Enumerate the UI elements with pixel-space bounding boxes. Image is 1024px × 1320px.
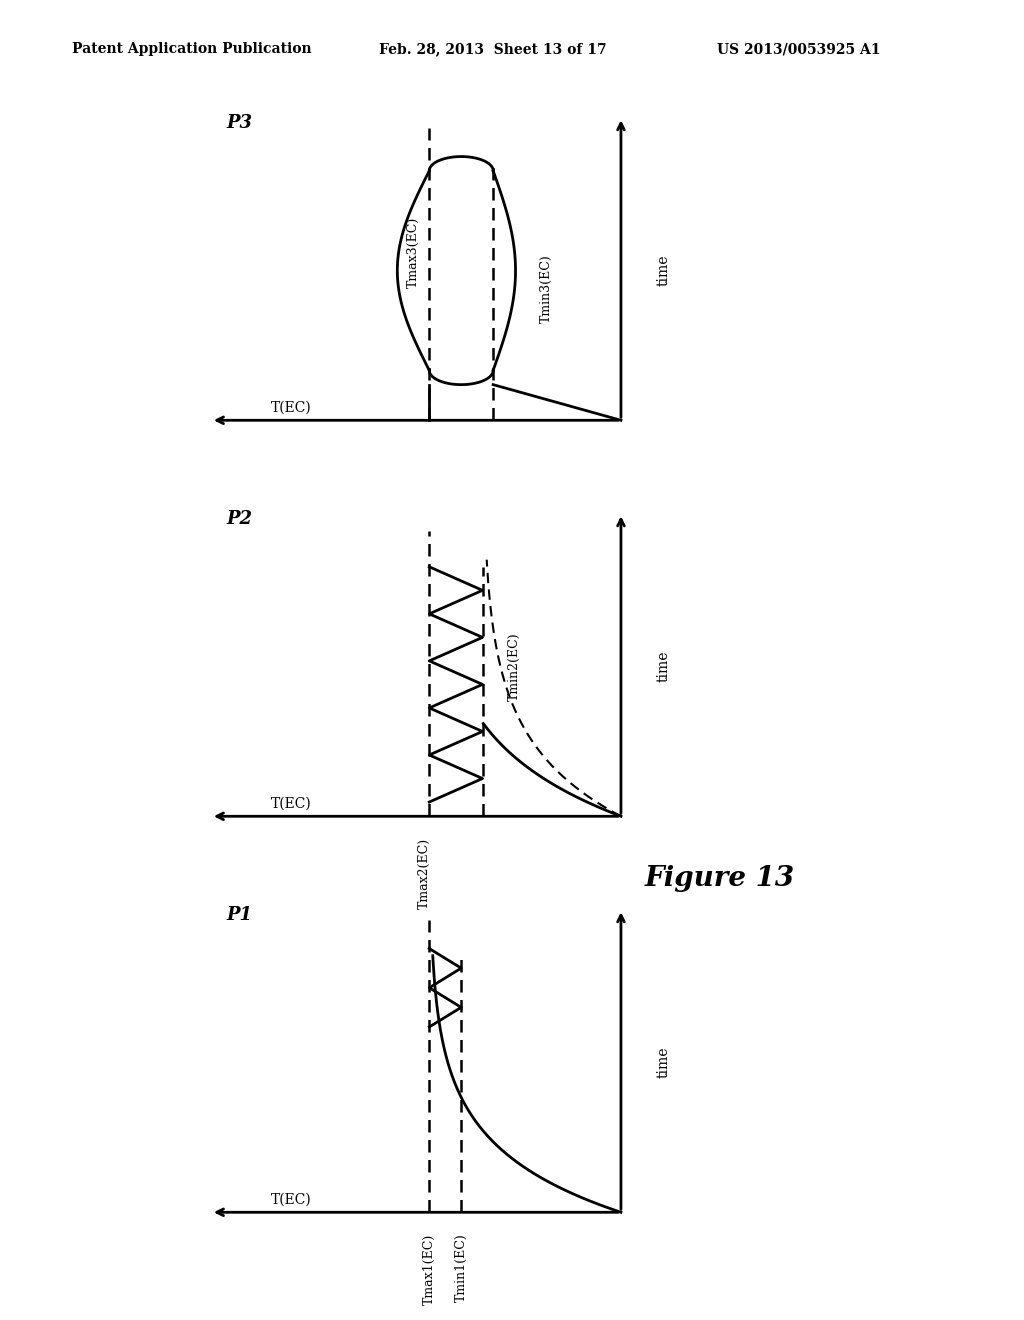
Text: Tmin2(EC): Tmin2(EC) <box>508 632 521 701</box>
Text: Patent Application Publication: Patent Application Publication <box>72 42 311 57</box>
Text: T(EC): T(EC) <box>270 1193 311 1206</box>
Text: T(EC): T(EC) <box>270 797 311 810</box>
Text: US 2013/0053925 A1: US 2013/0053925 A1 <box>717 42 881 57</box>
Text: Tmin3(EC): Tmin3(EC) <box>540 253 553 323</box>
Text: Tmax3(EC): Tmax3(EC) <box>407 218 420 288</box>
Text: P2: P2 <box>227 510 253 528</box>
Text: Figure 13: Figure 13 <box>645 865 796 891</box>
Text: T(EC): T(EC) <box>270 401 311 414</box>
Text: P3: P3 <box>227 114 253 132</box>
Text: Tmin1(EC): Tmin1(EC) <box>455 1234 468 1303</box>
Text: time: time <box>656 1047 671 1078</box>
Text: time: time <box>656 651 671 682</box>
Text: Tmax2(EC): Tmax2(EC) <box>418 838 430 908</box>
Text: Feb. 28, 2013  Sheet 13 of 17: Feb. 28, 2013 Sheet 13 of 17 <box>379 42 606 57</box>
Text: P1: P1 <box>227 906 253 924</box>
Text: Tmax1(EC): Tmax1(EC) <box>423 1234 436 1305</box>
Text: time: time <box>656 255 671 286</box>
